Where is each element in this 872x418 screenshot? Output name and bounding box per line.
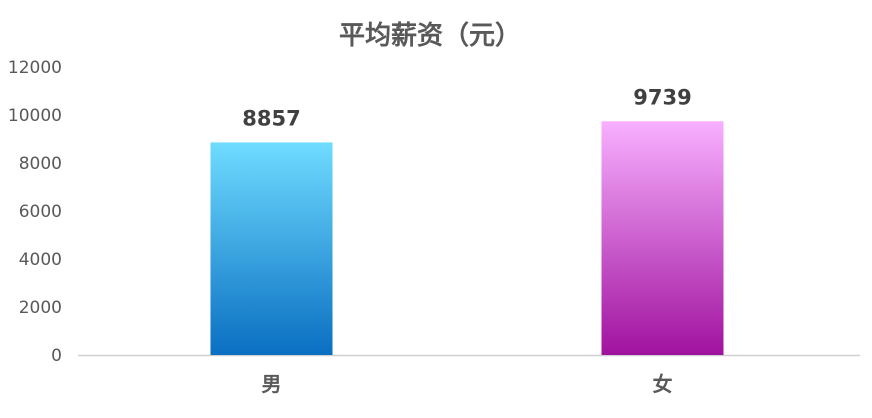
data-label: 9739: [633, 85, 691, 109]
bar-female: [601, 121, 724, 355]
y-tick-label: 10000: [8, 106, 62, 126]
data-label: 8857: [242, 106, 300, 130]
category-label: 女: [653, 372, 673, 396]
y-tick-label: 2000: [19, 298, 62, 318]
data-labels-group: 8857 9739: [242, 85, 691, 130]
bar-male: [210, 142, 333, 355]
y-tick-label: 8000: [19, 154, 62, 174]
category-labels-group: 男女: [262, 372, 673, 396]
y-tick-label: 12000: [8, 58, 62, 78]
y-tick-label: 4000: [19, 250, 62, 270]
category-label: 男: [262, 372, 282, 396]
chart-title: 平均薪资（元）: [339, 21, 521, 51]
bars-group: [210, 121, 724, 355]
y-axis-ticks: 0 2000 4000 6000 8000 10000 12000: [8, 58, 62, 366]
y-tick-label: 6000: [19, 202, 62, 222]
y-tick-label: 0: [51, 346, 62, 366]
